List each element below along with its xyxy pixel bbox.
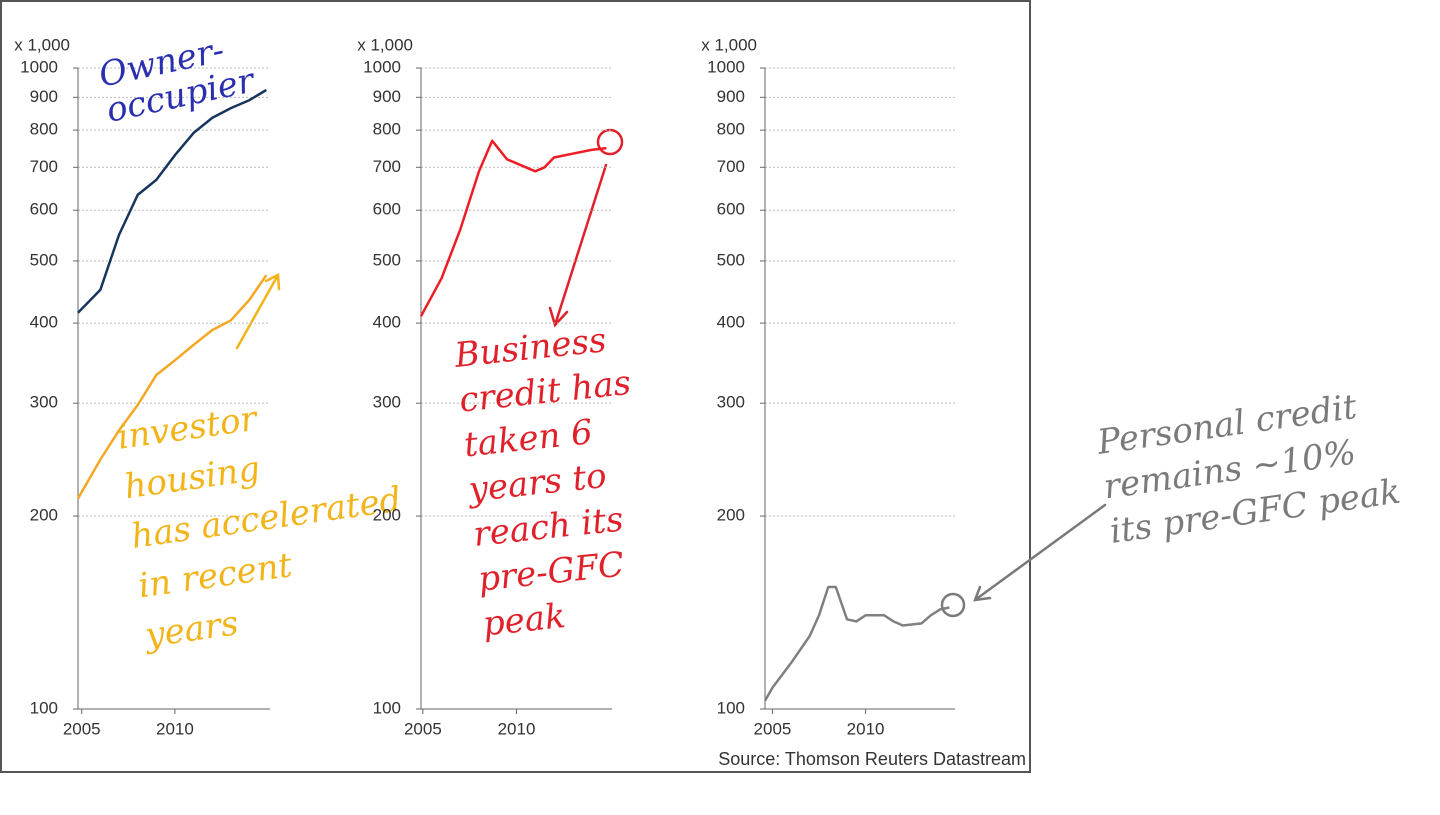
y-tick-label: 700 [373,157,401,176]
arrow [548,163,608,328]
line [77,88,267,314]
y-tick-label: 700 [30,157,58,176]
y-tick-label: 800 [30,120,58,139]
y-tick-label: 300 [717,393,745,412]
x-tick-label: 2010 [498,719,536,738]
x-tick-label: 2005 [754,719,792,738]
y-tick-label: 400 [30,313,58,332]
line [76,274,268,500]
y-tick-label: 900 [30,87,58,106]
y-tick-label: 600 [30,200,58,219]
arrow [235,273,281,350]
annotation-line: housing [122,449,262,508]
annotation-line: peak [481,596,567,644]
y-tick-label: 800 [373,120,401,139]
frame [0,0,1031,773]
unit-label: x 1,000 [357,35,413,54]
x-tick-label: 2010 [156,719,194,738]
annotation: Owner-occupier [95,30,259,131]
y-tick-label: 1000 [707,57,745,76]
y-tick-label: 500 [373,250,401,269]
unit-label: x 1,000 [14,35,70,54]
y-tick-label: 1000 [363,57,401,76]
y-tick-label: 800 [717,120,745,139]
line [763,585,950,702]
y-tick-label: 900 [717,87,745,106]
y-tick-label: 900 [373,87,401,106]
x-tick-label: 2010 [847,719,885,738]
line [419,139,607,317]
source: Source: Thomson Reuters Datastream [718,749,1026,769]
y-tick-label: 100 [717,698,745,717]
y-tick-label: 400 [717,313,745,332]
circle [596,128,624,156]
circle [940,592,966,618]
annotation-marks [235,128,1107,618]
y-tick-label: 100 [30,698,58,717]
y-tick-label: 400 [373,313,401,332]
y-tick-label: 600 [373,200,401,219]
y-tick-label: 200 [30,506,58,525]
arrow [973,503,1107,602]
y-tick-label: 200 [717,506,745,525]
y-tick-label: 100 [373,698,401,717]
annotation-line: years [141,603,241,656]
annotation-line: in recent [136,545,295,606]
x-tick-label: 2005 [63,719,101,738]
y-tick-label: 500 [717,250,745,269]
annotation-line: taken 6 [462,412,594,465]
y-tick-label: 1000 [20,57,58,76]
y-tick-label: 700 [717,157,745,176]
y-tick-label: 300 [373,393,401,412]
x-tick-label: 2005 [404,719,442,738]
annotation-line: pre-GFC [476,545,626,600]
y-tick-label: 600 [717,200,745,219]
y-tick-label: 200 [373,506,401,525]
y-tick-label: 500 [30,250,58,269]
y-tick-label: 300 [30,393,58,412]
unit-label: x 1,000 [701,35,757,54]
